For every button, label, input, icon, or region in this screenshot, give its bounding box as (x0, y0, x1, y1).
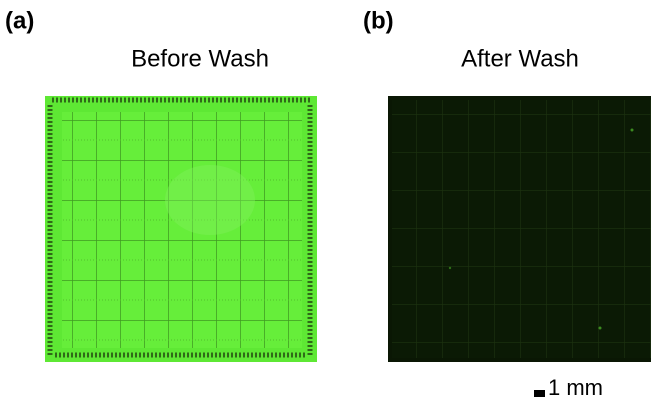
scale-bar (534, 390, 545, 397)
scale-bar-label: 1 mm (548, 375, 603, 400)
panel-title: Before Wash (131, 45, 269, 72)
image-before-wash (45, 96, 317, 362)
panel-label: (b) (363, 7, 394, 34)
image-after-wash (388, 96, 651, 362)
panel-title: After Wash (461, 45, 579, 72)
panel-label: (a) (5, 7, 34, 34)
